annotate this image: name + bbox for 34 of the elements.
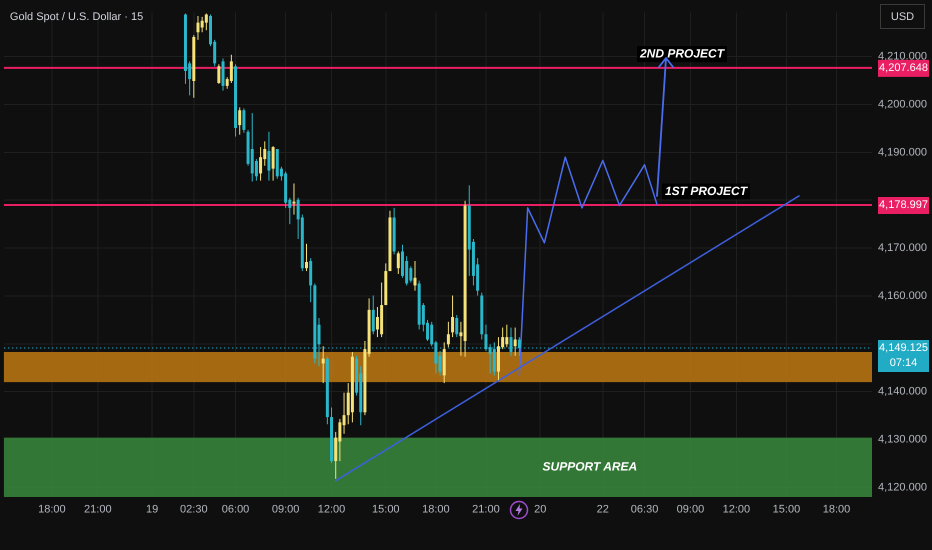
x-tick-label: 09:00	[272, 504, 300, 516]
x-tick-label: 18:00	[822, 504, 850, 516]
x-tick-label: 06:30	[630, 504, 658, 516]
candlestick	[292, 183, 296, 215]
x-tick-label: 02:30	[180, 504, 208, 516]
y-tick-label: 4,160.000	[878, 290, 927, 302]
x-tick-label: 09:00	[676, 504, 704, 516]
y-tick-label: 4,140.000	[878, 386, 927, 398]
y-tick-label: 4,120.000	[878, 481, 927, 494]
band-label: SUPPORT AREA	[542, 460, 638, 474]
x-tick-label: 19	[146, 504, 158, 516]
annotation: 2ND PROJECT	[639, 46, 726, 60]
x-tick-label: 15:00	[772, 504, 800, 516]
x-tick-label: 12:00	[318, 504, 346, 516]
x-tick-label: 21:00	[472, 504, 500, 516]
annotation: 1ST PROJECT	[665, 184, 749, 198]
x-tick-label: 18:00	[422, 504, 450, 516]
y-tick-label: 4,190.000	[878, 146, 927, 158]
x-tick-label: 15:00	[372, 504, 400, 516]
x-tick-label: 12:00	[722, 504, 750, 516]
y-tick-label: 4,170.000	[878, 242, 927, 254]
x-tick-label: 06:00	[222, 504, 250, 516]
text: USD	[890, 11, 914, 24]
x-tick-label: 20	[534, 504, 546, 516]
y-tick-label: 4,200.000	[878, 98, 927, 111]
y-tick-label: 4,130.000	[878, 434, 927, 446]
ref-line-label: 4,149.125 07:14	[879, 342, 928, 370]
y-tick-label: 4,210.000	[878, 50, 927, 63]
chart-title: Gold Spot / U.S. Dollar · 15	[10, 11, 144, 24]
x-tick-label: 21:00	[84, 504, 112, 516]
x-tick-label: 18:00	[38, 504, 66, 516]
x-tick-label: 22	[596, 504, 609, 516]
ref-line-label: 4,207.648	[879, 62, 928, 74]
ref-line-label: 4,178.997	[879, 199, 928, 212]
